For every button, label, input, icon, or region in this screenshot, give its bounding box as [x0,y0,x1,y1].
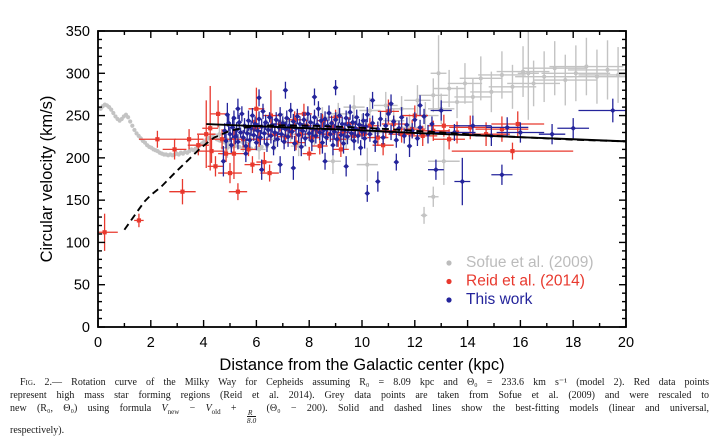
x-tick-label: 4 [200,335,208,351]
x-tick-label: 12 [407,335,423,351]
fit-line-dashed [123,124,626,231]
caption-fig-label: Fig. 2.— [20,377,63,388]
caption-line-3: new (R₀, Θ₀) using formula Vnew − Vold +… [10,403,709,426]
y-axis-label: Circular velocity (km/s) [38,96,56,263]
data-series-layer [98,31,626,251]
legend: Sofue et al. (2009) Reid et al. (2014)Thi… [446,254,594,308]
y-tick-label: 200 [66,151,90,167]
y-tick-label: 100 [66,235,90,251]
caption-fraction: R 8.0 [246,408,257,426]
x-tick-label: 10 [354,335,370,351]
x-tick-label: 0 [94,335,102,351]
x-tick-label: 18 [565,335,581,351]
caption-line-2: represent high mass star forming regions… [10,390,709,402]
y-tick-label: 0 [82,320,90,336]
x-tick-label: 16 [512,335,528,351]
legend-marker-0 [446,260,452,266]
x-tick-label: 8 [305,335,313,351]
rotation-curve-figure: 0 2 4 6 8 10 12 14 16 18 20 0 50 100 150 200 250 300 350 Di… [38,24,635,374]
caption-line-4: respectively). [10,425,65,437]
x-tick-label: 6 [252,335,260,351]
y-tick-label: 300 [66,66,90,82]
legend-marker-2 [446,297,452,303]
axes-layer: 0 2 4 6 8 10 12 14 16 18 20050100150200250300350Di… [38,24,634,374]
y-tick-label: 250 [66,109,90,125]
x-tick-label: 2 [147,335,155,351]
legend-label-2: This work [466,291,533,308]
legend-label-1: Reid et al. (2014) [466,273,585,290]
legend-label-0: Sofue et al. (2009) [466,254,594,271]
y-tick-label: 50 [74,278,90,294]
rotation-curve-chart: 0 2 4 6 8 10 12 14 16 18 20050100150200250300350Di… [38,24,634,374]
x-tick-label: 14 [460,335,476,351]
y-tick-label: 350 [66,24,90,40]
caption-line-1: Fig. 2.— Rotation curve of the Milky Way… [20,377,710,388]
x-axis-label: Distance from the Galactic center (kpc) [219,356,504,374]
legend-marker-1 [446,278,452,285]
fit-lines-layer [123,123,626,231]
y-tick-label: 150 [66,193,90,209]
figure-caption: Fig. 2.— Rotation curve of the Milky Way… [10,376,709,438]
x-tick-label: 20 [618,335,634,351]
